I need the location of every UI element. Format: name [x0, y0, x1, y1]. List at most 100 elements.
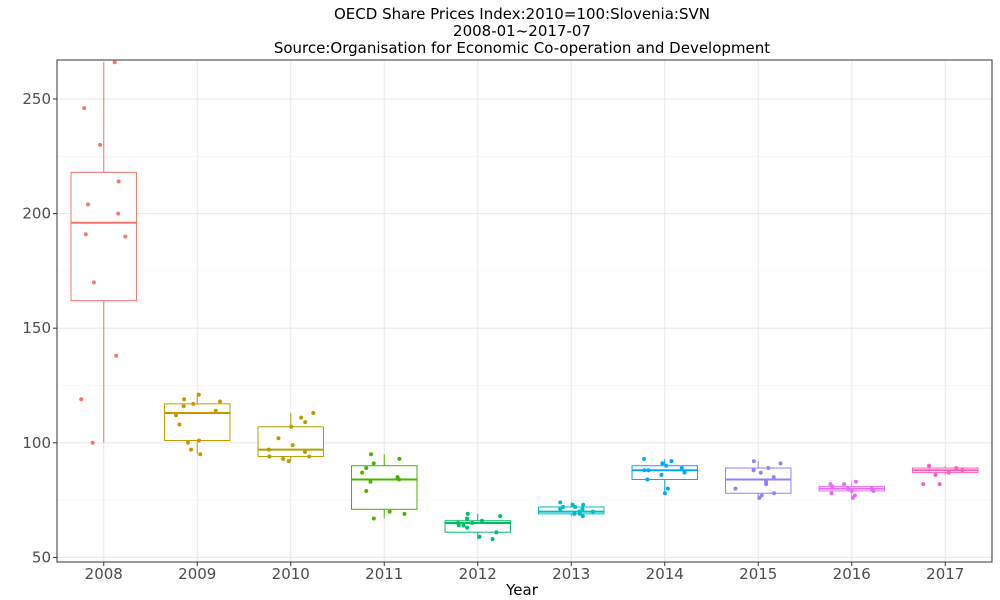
data-point	[642, 468, 647, 473]
data-point	[829, 491, 834, 496]
box-body	[631, 465, 698, 480]
box-2009	[164, 392, 231, 457]
grid-lines	[57, 60, 992, 562]
data-point	[766, 466, 771, 471]
data-point	[573, 504, 578, 509]
data-point	[173, 413, 178, 418]
chart-title-line-1: OECD Share Prices Index:2010=100:Sloveni…	[334, 5, 710, 23]
data-point	[299, 415, 304, 420]
data-point	[570, 502, 575, 507]
data-point	[465, 511, 470, 516]
x-axis-title: Year	[505, 581, 539, 599]
data-point	[266, 447, 271, 452]
data-point	[90, 440, 95, 445]
data-point	[371, 516, 376, 521]
data-point	[664, 463, 669, 468]
data-point	[933, 472, 938, 477]
data-point	[960, 468, 965, 473]
box-2008	[70, 60, 137, 445]
data-point	[852, 493, 857, 498]
data-point	[778, 461, 783, 466]
data-point	[751, 459, 756, 464]
x-tick-label: 2016	[833, 565, 871, 583]
x-tick-label: 2017	[926, 565, 964, 583]
data-point	[189, 447, 194, 452]
data-point	[364, 466, 369, 471]
data-point	[91, 280, 96, 285]
data-point	[845, 486, 850, 491]
data-point	[303, 420, 308, 425]
data-point	[581, 502, 586, 507]
data-point	[759, 493, 764, 498]
data-point	[83, 232, 88, 237]
data-point	[751, 468, 756, 473]
data-point	[937, 482, 942, 487]
x-tick-label: 2008	[85, 565, 123, 583]
data-point	[182, 397, 187, 402]
data-point	[364, 488, 369, 493]
data-point	[302, 449, 307, 454]
data-point	[498, 514, 503, 519]
data-point	[79, 397, 84, 402]
y-tick-label: 50	[32, 548, 51, 566]
data-point	[213, 408, 218, 413]
y-tick-label: 150	[22, 319, 51, 337]
chart-title: OECD Share Prices Index:2010=100:Sloveni…	[274, 5, 770, 57]
data-point	[387, 509, 392, 514]
x-tick-label: 2012	[459, 565, 497, 583]
data-point	[267, 454, 272, 459]
data-point	[116, 211, 121, 216]
data-point	[397, 456, 402, 461]
data-point	[112, 60, 117, 65]
data-point	[842, 482, 847, 487]
box-body	[538, 506, 605, 515]
data-point	[853, 479, 858, 484]
data-point	[181, 404, 186, 409]
box-2014	[631, 456, 698, 496]
boxes-layer	[70, 60, 979, 542]
data-point	[682, 470, 687, 475]
data-point	[580, 507, 585, 512]
box-body	[444, 520, 511, 533]
data-point	[869, 486, 874, 491]
data-point	[289, 424, 294, 429]
data-point	[368, 479, 373, 484]
plot-panel-border	[56, 59, 993, 563]
box-body	[164, 403, 231, 442]
data-point	[558, 500, 563, 505]
data-point	[286, 459, 291, 464]
data-point	[771, 475, 776, 480]
data-point	[764, 479, 769, 484]
box-2017	[912, 463, 979, 487]
data-point	[642, 456, 647, 461]
data-point	[470, 521, 475, 526]
data-point	[191, 401, 196, 406]
data-point	[281, 456, 286, 461]
box-2012	[444, 511, 511, 542]
data-point	[461, 523, 466, 528]
data-point	[217, 399, 222, 404]
data-point	[85, 202, 90, 207]
data-point	[828, 482, 833, 487]
data-point	[927, 463, 932, 468]
data-point	[98, 142, 103, 147]
data-point	[197, 438, 202, 443]
data-point	[116, 179, 121, 184]
data-point	[558, 507, 563, 512]
y-tick-label: 250	[22, 90, 51, 108]
data-point	[921, 482, 926, 487]
x-tick-label: 2011	[365, 565, 403, 583]
data-point	[662, 491, 667, 496]
box-2011	[351, 452, 418, 521]
data-point	[402, 511, 407, 516]
box-2015	[725, 459, 792, 500]
x-tick-label: 2013	[552, 565, 590, 583]
x-tick-label: 2015	[739, 565, 777, 583]
data-point	[561, 504, 566, 509]
x-tick-label: 2014	[646, 565, 684, 583]
data-point	[465, 525, 470, 530]
data-point	[646, 468, 651, 473]
chart-title-line-3: Source:Organisation for Economic Co-oper…	[274, 39, 770, 57]
data-point	[477, 534, 482, 539]
data-point	[368, 452, 373, 457]
